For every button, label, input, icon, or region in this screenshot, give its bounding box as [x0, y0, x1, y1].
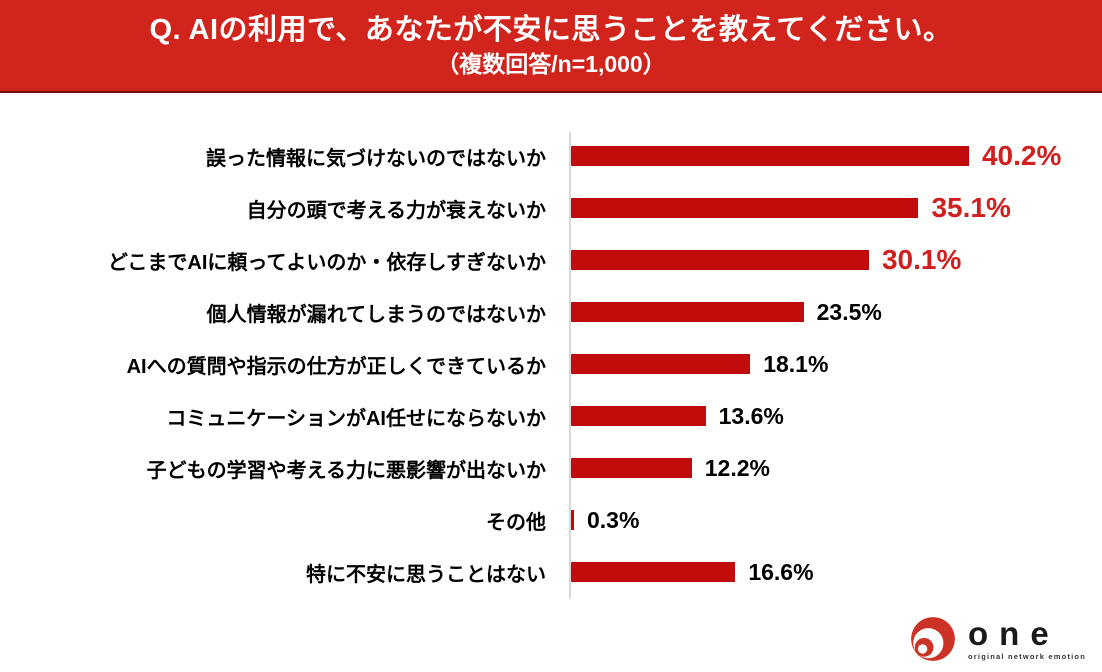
category-label: 自分の頭で考える力が衰えないか: [246, 199, 546, 222]
category-label: 個人情報が漏れてしまうのではないか: [206, 303, 546, 326]
one-logo-tagline: original network emotion: [968, 652, 1086, 661]
bar: [571, 510, 574, 530]
category-label: AIへの質問や指示の仕方が正しくできているか: [126, 355, 546, 378]
chart-row: 子どもの学習や考える力に悪影響が出ないか 12.2%: [0, 442, 1102, 494]
bar: [571, 458, 692, 478]
chart-row: 誤った情報に気づけないのではないか 40.2%: [0, 130, 1102, 182]
bar-track: 13.6%: [571, 390, 784, 442]
value-label: 12.2%: [704, 454, 770, 481]
question-title: Q. AIの利用で、あなたが不安に思うことを教えてください。: [149, 14, 953, 46]
chart-row: その他 0.3%: [0, 494, 1102, 546]
value-label: 40.2%: [981, 140, 1062, 171]
bar-track: 16.6%: [571, 546, 814, 598]
category-label: 特に不安に思うことはない: [306, 563, 546, 586]
bar: [571, 354, 751, 374]
bar: [571, 406, 706, 426]
category-label: どこまでAIに頼ってよいのか・依存しすぎないか: [108, 251, 546, 274]
bar: [571, 198, 919, 218]
bar-chart: 誤った情報に気づけないのではないか 40.2% 自分の頭で考える力が衰えないか 35.…: [0, 93, 1102, 670]
category-label: その他: [486, 511, 546, 534]
value-label: 16.6%: [748, 558, 814, 585]
one-logo-text: one: [968, 615, 1060, 652]
value-label: 13.6%: [718, 402, 784, 429]
bar-rows: 誤った情報に気づけないのではないか 40.2% 自分の頭で考える力が衰えないか 35.…: [0, 130, 1102, 598]
bar-track: 40.2%: [571, 130, 1061, 182]
chart-row: AIへの質問や指示の仕方が正しくできているか 18.1%: [0, 338, 1102, 390]
value-label: 35.1%: [931, 192, 1011, 223]
chart-row: どこまでAIに頼ってよいのか・依存しすぎないか 30.1%: [0, 234, 1102, 286]
category-label: 誤った情報に気づけないのではないか: [206, 147, 546, 170]
bar-track: 35.1%: [571, 182, 1011, 234]
bar: [571, 302, 804, 322]
bar-track: 23.5%: [571, 286, 882, 338]
question-header: Q. AIの利用で、あなたが不安に思うことを教えてください。 （複数回答/n=1…: [0, 0, 1102, 93]
bar: [571, 562, 736, 582]
value-label: 18.1%: [763, 350, 829, 377]
bar-track: 0.3%: [571, 494, 639, 546]
chart-row: 自分の頭で考える力が衰えないか 35.1%: [0, 182, 1102, 234]
bar-track: 30.1%: [571, 234, 961, 286]
bar: [571, 250, 869, 270]
bar: [571, 146, 969, 166]
value-label: 23.5%: [816, 298, 882, 325]
chart-row: コミュニケーションがAI任せにならないか 13.6%: [0, 390, 1102, 442]
axis-baseline: [569, 132, 571, 599]
chart-row: 特に不安に思うことはない 16.6%: [0, 546, 1102, 598]
chart-row: 個人情報が漏れてしまうのではないか 23.5%: [0, 286, 1102, 338]
category-label: 子どもの学習や考える力に悪影響が出ないか: [146, 459, 546, 482]
value-label: 30.1%: [881, 244, 962, 275]
one-logo-icon: [911, 617, 955, 661]
value-label: 0.3%: [587, 506, 640, 533]
question-subtitle: （複数回答/n=1,000）: [436, 51, 666, 77]
bar-track: 18.1%: [571, 338, 828, 390]
company-logo: one original network emotion: [908, 614, 1086, 664]
bar-track: 12.2%: [571, 442, 770, 494]
category-label: コミュニケーションがAI任せにならないか: [166, 407, 546, 430]
